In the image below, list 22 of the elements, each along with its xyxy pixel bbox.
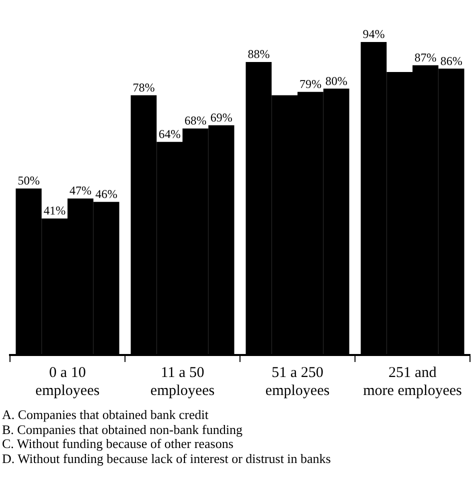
data-label: 64% (158, 127, 181, 142)
data-label: 69% (210, 110, 232, 124)
data-label: 79% (299, 77, 322, 92)
data-label: 88% (248, 47, 270, 62)
data-label: 68% (184, 114, 206, 128)
data-label: 41% (44, 204, 66, 218)
x-tick-label: 0 a 10 employees (35, 364, 100, 399)
x-tick-label: 51 a 250 employees (265, 364, 330, 399)
data-label: 94% (362, 27, 385, 42)
data-label: 86% (440, 54, 462, 68)
data-label: 87% (414, 50, 436, 64)
data-label: 47% (69, 184, 92, 198)
text: B. Companies that obtained non-bank funding (2, 422, 244, 437)
data-label: 46% (95, 186, 118, 201)
data-label: 78% (132, 80, 155, 94)
data-label: 80% (325, 74, 348, 88)
text: D. Without funding because lack of interest or distrust in banks (2, 450, 331, 466)
x-tick-label: 11 a 50 employees (150, 364, 215, 399)
text: C. Without funding because of other reasons (2, 436, 234, 452)
data-label: 50% (18, 174, 40, 188)
text: A. Companies that obtained bank credit (2, 407, 210, 422)
x-tick-label: 251 and more employees (363, 364, 462, 399)
